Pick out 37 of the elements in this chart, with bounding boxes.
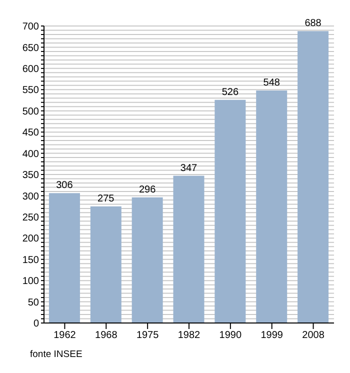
data-label: 688 [304, 18, 322, 30]
data-label: 306 [56, 180, 74, 192]
data-label: 526 [222, 86, 239, 98]
x-tick-label: 1999 [260, 330, 284, 342]
bar [132, 197, 163, 323]
bar [214, 100, 246, 323]
y-tick-label: 400 [22, 148, 40, 160]
x-tick-label: 1968 [95, 330, 118, 342]
x-tick-label: 1975 [136, 330, 160, 342]
y-tick-label: 650 [22, 42, 40, 54]
y-tick-label: 250 [22, 212, 40, 224]
bar [90, 206, 122, 323]
y-tick-label: 600 [22, 64, 40, 75]
data-label: 347 [180, 162, 198, 174]
data-label: 548 [263, 77, 280, 88]
y-tick-label: 0 [33, 318, 40, 330]
source-note: fonte INSEE [30, 349, 84, 360]
y-tick-label: 100 [22, 276, 40, 288]
y-tick-label: 300 [22, 191, 40, 202]
data-label: 296 [138, 184, 156, 196]
y-tick-label: 550 [22, 85, 40, 96]
bar [256, 90, 288, 323]
x-tick-label: 2008 [302, 330, 325, 342]
y-tick-label: 700 [22, 22, 40, 33]
y-tick-label: 200 [22, 234, 40, 245]
x-tick-label: 1962 [54, 330, 76, 342]
x-tick-label: 1982 [178, 330, 201, 342]
x-tick-label: 1990 [219, 330, 242, 342]
y-tick-label: 450 [22, 128, 40, 139]
bar [173, 176, 204, 323]
y-tick-label: 350 [22, 170, 40, 182]
bar [48, 193, 80, 323]
y-tick-label: 150 [22, 254, 40, 266]
y-tick-label: 50 [28, 297, 40, 308]
bar [298, 31, 329, 323]
data-label: 275 [98, 193, 115, 204]
y-tick-label: 500 [22, 106, 40, 118]
